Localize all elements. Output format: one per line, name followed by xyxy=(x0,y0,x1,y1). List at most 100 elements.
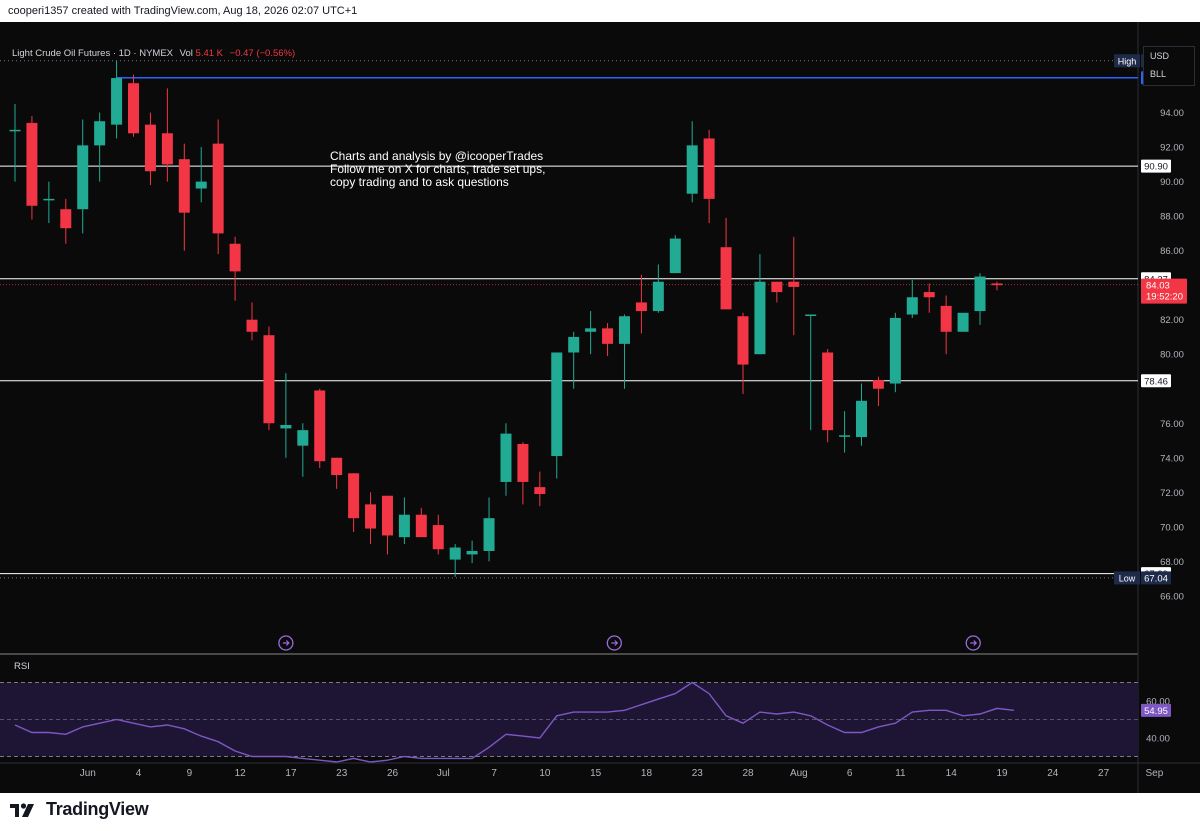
candle-body[interactable] xyxy=(669,238,681,274)
event-marker-icon[interactable] xyxy=(278,635,294,651)
candle-body[interactable] xyxy=(754,281,766,355)
price-tick-label: 92.00 xyxy=(1160,143,1184,154)
candle-body[interactable] xyxy=(415,514,427,538)
candle-body[interactable] xyxy=(229,243,241,272)
price-tick-label: 72.00 xyxy=(1160,488,1184,499)
candle-body[interactable] xyxy=(771,281,783,293)
event-marker-icon[interactable] xyxy=(965,635,981,651)
tradingview-logo-icon xyxy=(10,802,34,817)
level-price-label-bg xyxy=(1141,159,1171,173)
candle-body[interactable] xyxy=(500,433,512,482)
candle-body[interactable] xyxy=(195,181,207,189)
candle-body[interactable] xyxy=(940,305,952,332)
candle-body[interactable] xyxy=(314,390,326,462)
candle-body[interactable] xyxy=(652,281,664,312)
candle-body[interactable] xyxy=(822,352,834,431)
price-tick-label: 80.00 xyxy=(1160,350,1184,361)
footer: TradingView xyxy=(0,793,1200,831)
candle-body[interactable] xyxy=(263,335,275,424)
price-tick-label: 94.00 xyxy=(1160,108,1184,119)
time-tick-label: 14 xyxy=(946,768,958,779)
candle-body[interactable] xyxy=(111,78,123,125)
candle-body[interactable] xyxy=(991,283,1003,286)
level-price-label: 78.46 xyxy=(1144,376,1168,387)
candle-body[interactable] xyxy=(466,550,478,555)
event-marker-icon[interactable] xyxy=(606,635,622,651)
candle-body[interactable] xyxy=(43,198,55,201)
candle-body[interactable] xyxy=(128,83,140,134)
price-change: −0.47 (−0.56%) xyxy=(229,48,296,59)
rsi-line[interactable] xyxy=(14,681,1014,763)
candle-body[interactable] xyxy=(26,122,38,206)
time-tick-label: 10 xyxy=(539,768,551,779)
countdown-label: 19:52:20 xyxy=(1146,292,1183,303)
candle-body[interactable] xyxy=(957,312,969,332)
candle-body[interactable] xyxy=(703,138,715,199)
time-tick-label: 6 xyxy=(847,768,853,779)
chart-frame[interactable]: 94.00 92.00 90.00 88.00 86.00 82.00 80.00 76.00… xyxy=(0,22,1200,793)
brand-name: TradingView xyxy=(46,799,149,819)
candle-body[interactable] xyxy=(348,473,360,519)
candle-body[interactable] xyxy=(94,121,106,146)
candle-body[interactable] xyxy=(923,292,935,298)
candle-body[interactable] xyxy=(872,380,884,389)
candle-body[interactable] xyxy=(602,328,614,344)
candle-body[interactable] xyxy=(280,424,292,429)
tradingview-logo[interactable]: TradingView xyxy=(10,799,149,820)
time-tick-label: 27 xyxy=(1098,768,1110,779)
last-price-label: 84.03 xyxy=(1146,281,1170,292)
time-tick-label: 11 xyxy=(895,768,906,779)
time-tick-label: Aug xyxy=(790,768,808,779)
time-tick-label: 17 xyxy=(285,768,297,779)
candle-body[interactable] xyxy=(686,145,698,194)
candle-body[interactable] xyxy=(618,316,630,344)
candle-body[interactable] xyxy=(974,276,986,312)
candle-body[interactable] xyxy=(805,314,817,317)
candle-body[interactable] xyxy=(737,316,749,365)
candle-body[interactable] xyxy=(449,547,461,560)
chart-annotation[interactable]: Charts and analysis by @icooperTrades Fo… xyxy=(330,150,610,189)
candle-body[interactable] xyxy=(906,297,918,315)
candle-body[interactable] xyxy=(161,133,173,165)
candle-body[interactable] xyxy=(889,317,901,384)
rsi-tick-label: 60.00 xyxy=(1146,697,1170,708)
candle-body[interactable] xyxy=(788,281,800,287)
candle-body[interactable] xyxy=(635,302,647,312)
time-tick-label: 23 xyxy=(692,768,704,779)
candle-body[interactable] xyxy=(212,143,224,234)
candle-body[interactable] xyxy=(297,430,309,446)
event-marker-arrow-icon xyxy=(611,640,619,646)
candle-body[interactable] xyxy=(77,145,89,210)
candle-body[interactable] xyxy=(60,209,72,229)
candle-body[interactable] xyxy=(178,159,190,213)
time-tick-label: Sep xyxy=(1145,768,1163,779)
candle-body[interactable] xyxy=(144,124,156,172)
time-tick-label: 26 xyxy=(387,768,399,779)
candle-body[interactable] xyxy=(585,328,597,332)
price-tick-label: 68.00 xyxy=(1160,557,1184,568)
currency-unit-box[interactable]: USD BLL xyxy=(1143,46,1195,86)
candle-body[interactable] xyxy=(398,514,410,538)
low-price-label-bg xyxy=(1141,571,1171,585)
candle-body[interactable] xyxy=(365,504,377,529)
candle-body[interactable] xyxy=(551,352,563,457)
time-tick-label: Jul xyxy=(437,768,450,779)
candle-body[interactable] xyxy=(331,457,343,476)
candle-body[interactable] xyxy=(432,525,444,550)
time-tick-label: 4 xyxy=(136,768,142,779)
high-tag: High xyxy=(1118,56,1137,66)
candle-body[interactable] xyxy=(568,336,580,353)
candle-body[interactable] xyxy=(483,518,495,551)
candle-body[interactable] xyxy=(517,443,529,482)
candle-body[interactable] xyxy=(856,400,867,438)
candle-body[interactable] xyxy=(381,495,393,536)
candle-body[interactable] xyxy=(246,319,258,332)
price-tick-label: 82.00 xyxy=(1160,315,1184,326)
chart-canvas[interactable]: 94.00 92.00 90.00 88.00 86.00 82.00 80.00 76.00… xyxy=(0,22,1200,793)
event-marker-arrow-icon xyxy=(970,640,978,646)
candle-body[interactable] xyxy=(720,247,732,310)
candle-body[interactable] xyxy=(9,129,21,132)
candle-body[interactable] xyxy=(839,435,851,437)
high-tag-bg xyxy=(1114,54,1140,68)
candle-body[interactable] xyxy=(534,487,546,495)
